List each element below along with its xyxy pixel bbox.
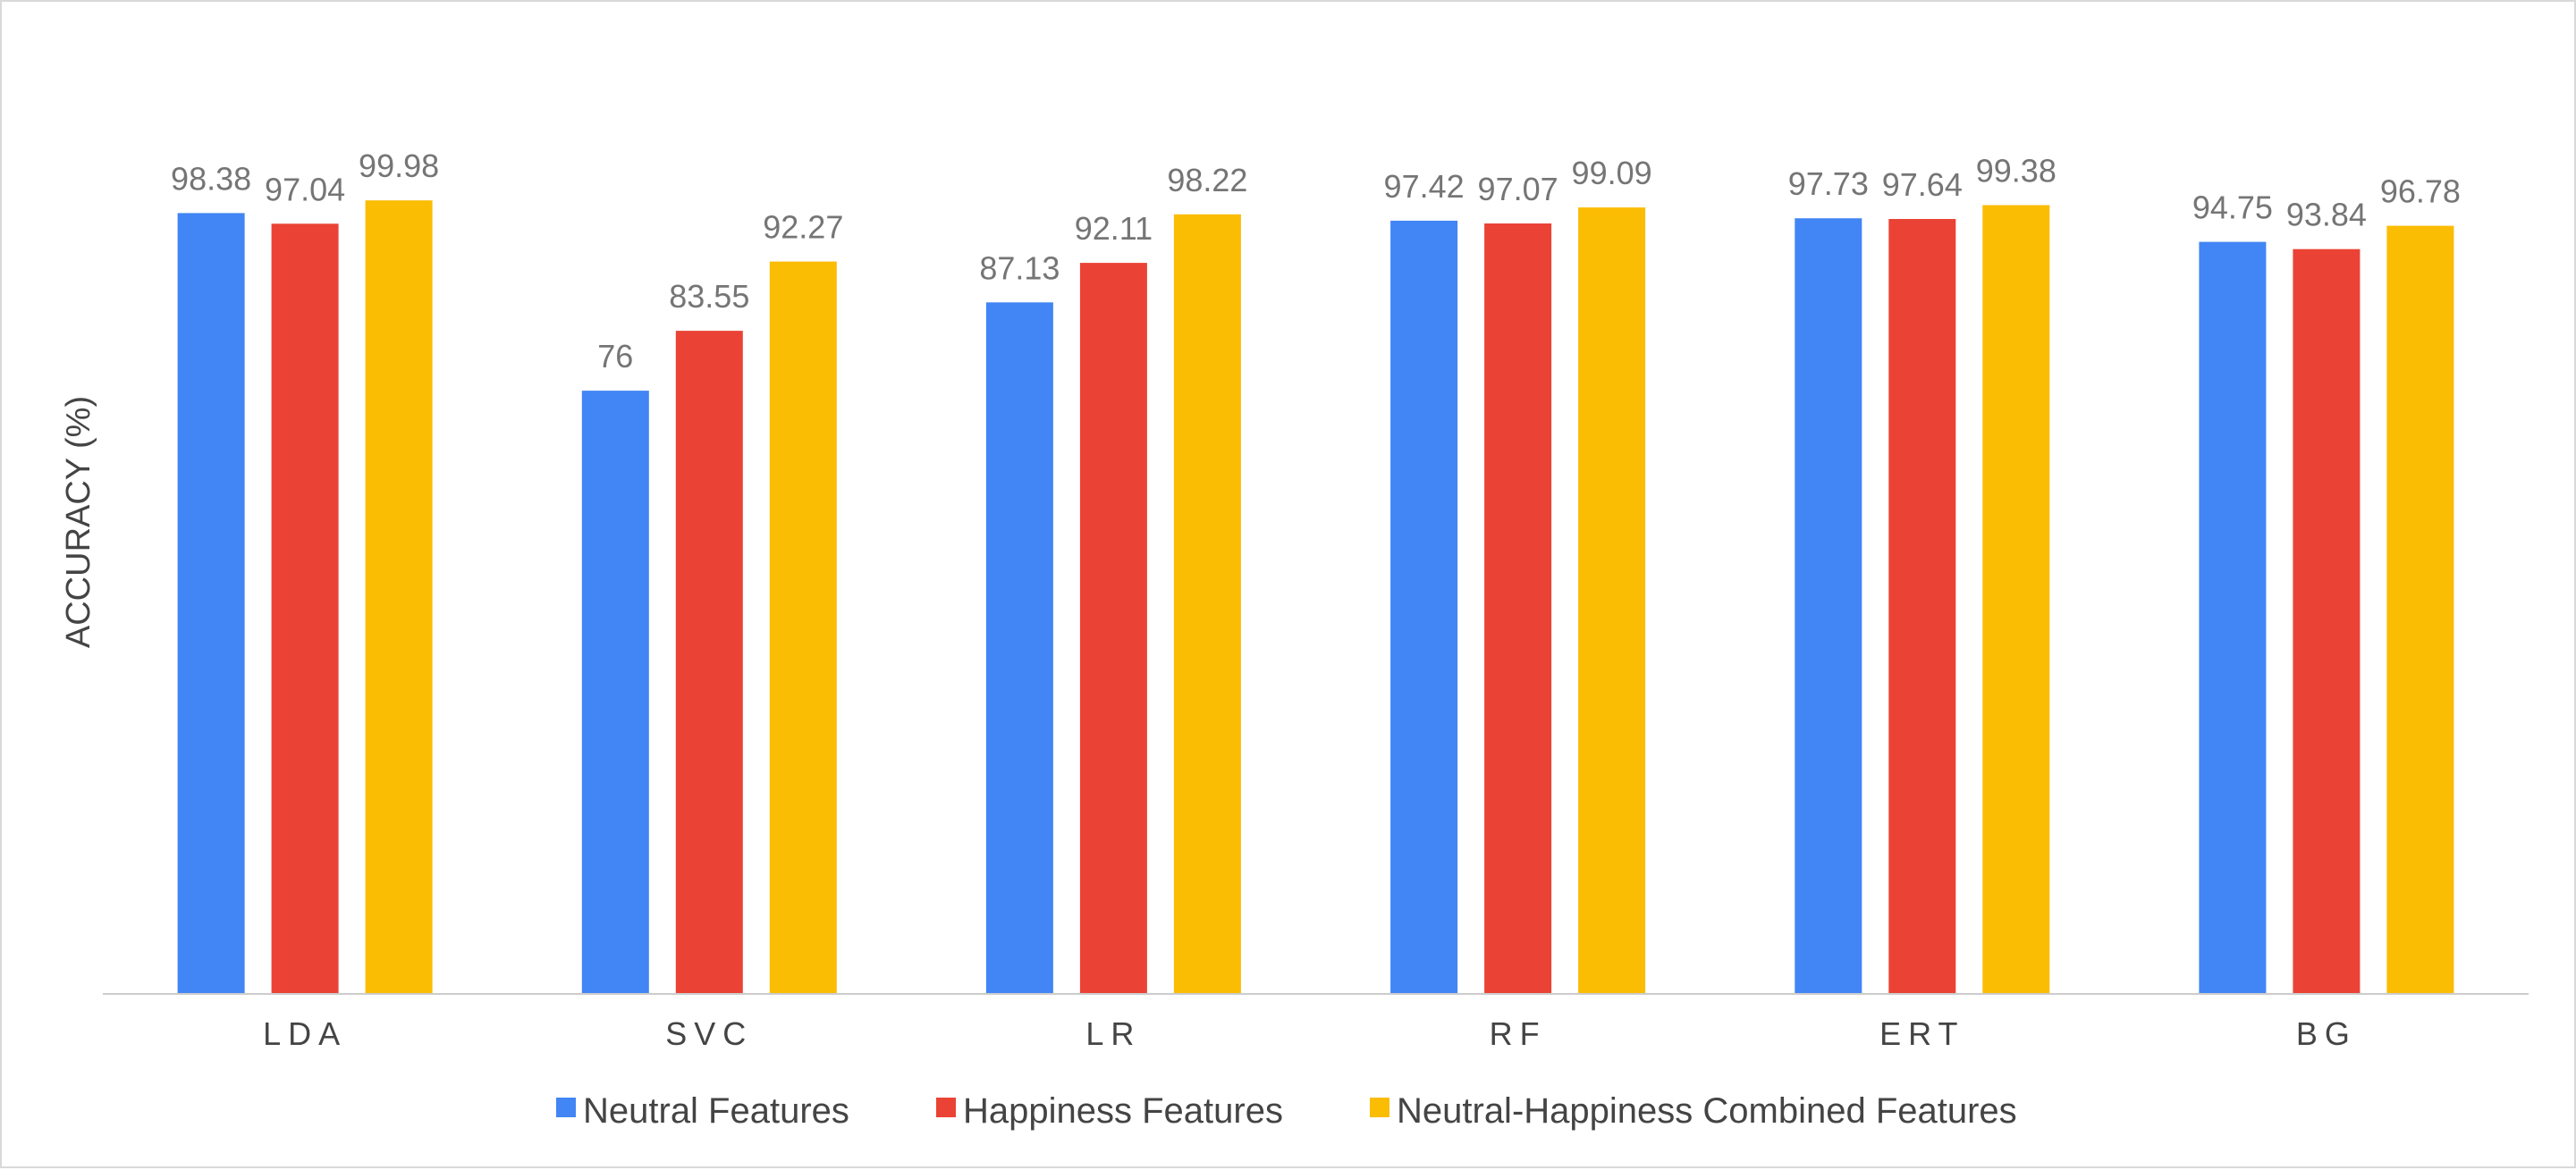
bar-lr-happiness-features bbox=[1079, 263, 1147, 995]
legend-item-neutral-features: Neutral Features bbox=[556, 1091, 849, 1131]
bar-rf-neutral-features bbox=[1390, 220, 1458, 994]
bar-rf-neutral-happiness-combined-features bbox=[1578, 207, 1646, 995]
x-tick-label-rf: RF bbox=[1490, 1015, 1547, 1052]
legend: Neutral Features Happiness Features Neutra… bbox=[556, 1091, 2017, 1131]
data-label-lda-happiness-features: 97.04 bbox=[265, 171, 345, 207]
data-label-svc-neutral-happiness-combined-features: 92.27 bbox=[763, 209, 843, 246]
bar-ert-happiness-features bbox=[1888, 219, 1956, 994]
bar-lda-neutral-happiness-combined-features bbox=[365, 200, 433, 994]
data-label-ert-happiness-features: 97.64 bbox=[1882, 166, 1963, 203]
bar-ert-neutral-happiness-combined-features bbox=[1982, 205, 2050, 994]
value-labels-layer: 98.38 97.04 99.98 76 83.55 92.27 87.13 92.11 98.… bbox=[171, 147, 2461, 375]
bar-svc-neutral-features bbox=[581, 391, 649, 995]
legend-label-neutral-happiness-combined-features: Neutral-Happiness Combined Features bbox=[1397, 1091, 2017, 1131]
legend-label-neutral-features: Neutral Features bbox=[583, 1091, 849, 1131]
legend-label-happiness-features: Happiness Features bbox=[963, 1091, 1283, 1131]
data-label-bg-happiness-features: 93.84 bbox=[2286, 197, 2367, 233]
bar-lr-neutral-features bbox=[985, 302, 1053, 994]
bar-bg-neutral-features bbox=[2199, 241, 2267, 995]
x-tick-label-bg: BG bbox=[2296, 1015, 2357, 1052]
bar-bg-happiness-features bbox=[2293, 248, 2361, 994]
legend-item-neutral-happiness-combined-features: Neutral-Happiness Combined Features bbox=[1370, 1091, 2017, 1131]
data-label-svc-neutral-features: 76 bbox=[597, 338, 633, 375]
data-label-lda-neutral-happiness-combined-features: 99.98 bbox=[359, 147, 439, 184]
data-label-lr-neutral-happiness-combined-features: 98.22 bbox=[1167, 162, 1247, 198]
bar-lda-happiness-features bbox=[271, 223, 339, 995]
bar-rf-happiness-features bbox=[1484, 223, 1552, 994]
data-label-rf-happiness-features: 97.07 bbox=[1478, 171, 1558, 207]
bar-bg-neutral-happiness-combined-features bbox=[2386, 225, 2454, 995]
legend-swatch-neutral-features bbox=[556, 1098, 576, 1117]
data-label-rf-neutral-features: 97.42 bbox=[1384, 168, 1465, 205]
legend-item-happiness-features: Happiness Features bbox=[936, 1091, 1283, 1131]
x-tick-label-ert: ERT bbox=[1879, 1015, 1964, 1052]
data-label-bg-neutral-features: 94.75 bbox=[2192, 189, 2273, 226]
data-label-ert-neutral-features: 97.73 bbox=[1788, 165, 1869, 202]
bar-lda-neutral-features bbox=[177, 213, 245, 994]
y-axis-title: ACCURACY (%) bbox=[60, 396, 97, 648]
data-label-lda-neutral-features: 98.38 bbox=[171, 160, 251, 197]
x-tick-label-svc: SVC bbox=[665, 1015, 753, 1052]
bar-svc-happiness-features bbox=[675, 331, 743, 995]
bars-layer bbox=[177, 200, 2454, 995]
data-label-lr-neutral-features: 87.13 bbox=[979, 249, 1060, 286]
legend-swatch-neutral-happiness-combined-features bbox=[1370, 1098, 1389, 1117]
bar-lr-neutral-happiness-combined-features bbox=[1173, 214, 1241, 995]
legend-swatch-happiness-features bbox=[936, 1098, 956, 1117]
x-tick-label-lda: LDA bbox=[263, 1015, 347, 1052]
x-tick-label-lr: LR bbox=[1085, 1015, 1141, 1052]
data-label-lr-happiness-features: 92.11 bbox=[1075, 210, 1153, 247]
data-label-svc-happiness-features: 83.55 bbox=[669, 278, 749, 315]
bar-ert-neutral-features bbox=[1795, 218, 1862, 994]
bar-svc-neutral-happiness-combined-features bbox=[769, 261, 837, 995]
data-label-ert-neutral-happiness-combined-features: 99.38 bbox=[1976, 153, 2057, 189]
data-label-rf-neutral-happiness-combined-features: 99.09 bbox=[1572, 155, 1652, 191]
x-tick-labels: LDA SVC LR RF ERT BG bbox=[263, 1015, 2357, 1052]
data-label-bg-neutral-happiness-combined-features: 96.78 bbox=[2380, 173, 2461, 210]
